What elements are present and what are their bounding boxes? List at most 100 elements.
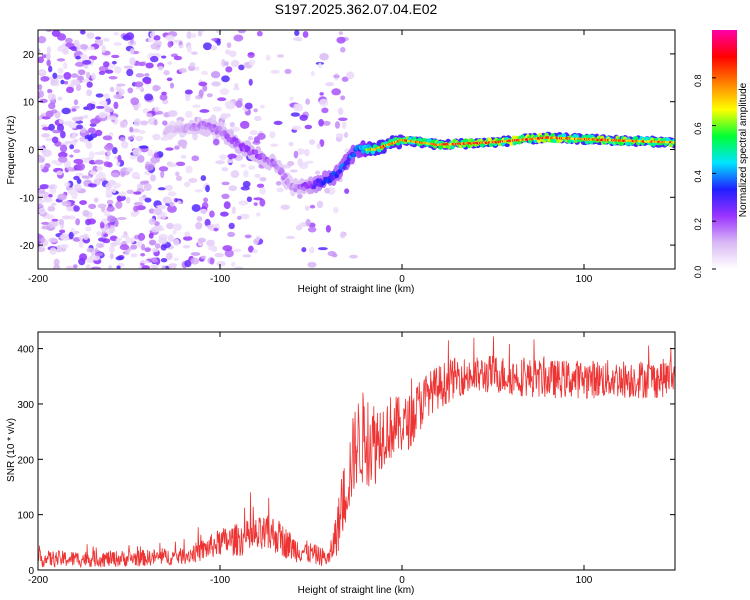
spectrogram-cell <box>301 247 307 253</box>
spectrogram-cell <box>134 81 144 88</box>
spectrogram-cell <box>244 234 252 239</box>
spectrogram-cell <box>49 187 57 195</box>
spectrogram-cell <box>672 140 675 144</box>
spectrogram-cell <box>132 148 142 156</box>
spectrogram-cell <box>94 159 104 165</box>
spectrogram-cell <box>135 73 145 78</box>
spectrogram-cell <box>339 231 346 239</box>
spectrogram-cell <box>157 65 164 71</box>
spectrogram-cell <box>144 79 152 85</box>
spectrogram-cell <box>47 88 53 94</box>
spectrogram-cell <box>295 224 303 231</box>
spectrogram-cell <box>242 254 252 258</box>
spectrogram-cell <box>168 162 177 168</box>
spectrogram-cell <box>178 44 185 49</box>
spectrogram-cell <box>133 105 139 111</box>
spectrogram-cell <box>167 61 173 65</box>
spectrogram-cell <box>45 110 54 118</box>
spectrogram-cell <box>38 84 43 91</box>
spectrogram-cell <box>49 247 57 255</box>
spectrogram-cell <box>91 266 101 269</box>
spectrogram-cell <box>253 149 259 155</box>
spectrogram-cell <box>88 127 96 134</box>
spectrogram-cell <box>210 71 221 79</box>
spectrogram-cell <box>219 88 230 96</box>
spectrogram-cell <box>39 164 45 170</box>
spectrogram-cell <box>225 49 231 55</box>
spectrogram-cell <box>307 226 317 233</box>
spectrogram-cell <box>235 100 243 108</box>
spectrogram-cell <box>221 59 226 67</box>
spectrogram-cell <box>102 37 110 42</box>
colorbar-tick-label: 0.2 <box>693 218 703 231</box>
spectrogram-cell <box>109 225 116 233</box>
spectrogram-cell <box>104 107 114 113</box>
snr-series-line <box>38 336 675 569</box>
spectrogram-cell <box>150 174 156 182</box>
spectrogram-cell <box>136 188 145 193</box>
spectrogram-cell <box>289 96 294 101</box>
spectrogram-cell <box>38 35 47 44</box>
spectrogram-cell <box>138 129 146 135</box>
spectrogram-cell <box>65 86 74 94</box>
spectrogram-cell <box>167 191 177 197</box>
spectrogram-cell <box>113 42 122 46</box>
spectrogram-cell <box>199 30 205 33</box>
spectrogram-cell <box>183 236 193 241</box>
spectrogram-cell <box>289 169 298 173</box>
spectrogram-cell <box>213 227 219 232</box>
spectrogram-cell <box>136 205 146 211</box>
spectrogram-cell <box>190 257 200 265</box>
spectrogram-cell <box>111 172 119 178</box>
spectrogram-cell <box>331 88 342 96</box>
spectrogram-cell <box>114 66 122 74</box>
spectrogram-cell <box>167 205 177 213</box>
spectrogram-cell <box>288 141 294 147</box>
spectrogram-cell <box>157 187 166 191</box>
spectrogram-cell <box>270 143 279 147</box>
spectrogram-cell <box>334 121 341 129</box>
spectrogram-cell <box>167 110 178 117</box>
x-tick-label: -100 <box>210 274 230 285</box>
spectrogram-cell <box>228 185 238 192</box>
spectrogram-cell <box>112 187 117 194</box>
spectrogram-cell <box>115 237 123 242</box>
spectrogram-cell <box>45 214 55 220</box>
spectrogram-cell <box>101 45 106 54</box>
spectrogram-cell <box>38 56 45 64</box>
spectrogram-cell <box>240 186 250 191</box>
spectrogram-cell <box>337 117 348 121</box>
spectrogram-cell <box>136 239 143 248</box>
spectrogram-cell <box>166 77 173 82</box>
spectrogram-cell <box>149 32 155 38</box>
spectrogram-cell <box>209 257 215 265</box>
spectrogram-cell <box>151 258 158 263</box>
spectrogram-cell <box>101 227 106 233</box>
spectrogram-cell <box>220 113 228 120</box>
spectrogram-cell <box>352 152 357 158</box>
spectrogram-cell <box>200 70 209 76</box>
spectrogram-cell <box>236 215 242 220</box>
snr-frame <box>37 331 676 571</box>
spectrogram-cell <box>95 242 105 249</box>
spectrogram-cell <box>76 162 85 171</box>
spectrogram-cell <box>200 255 207 260</box>
spectrogram-cell <box>233 34 244 42</box>
spectrogram-cell <box>118 191 127 197</box>
spectrogram-cell <box>61 215 71 220</box>
spectrogram-cell <box>169 201 175 207</box>
spectrogram-cell <box>137 232 146 241</box>
spectrogram-cell <box>108 245 115 254</box>
spectrogram-cell <box>191 51 198 56</box>
y-tick-label: 20 <box>23 50 35 61</box>
spectrogram-cell <box>66 206 71 211</box>
spectrogram-cell <box>138 196 144 202</box>
spectrogram-cell <box>103 161 111 167</box>
x-tick-label: -100 <box>210 575 230 586</box>
spectrogram-cell <box>224 249 234 258</box>
spectrogram-cell <box>155 205 166 209</box>
spectrogram-cell <box>105 183 111 191</box>
spectrogram-cell <box>83 64 89 69</box>
spectrogram-cell <box>98 70 106 76</box>
spectrogram-cell <box>83 138 89 145</box>
